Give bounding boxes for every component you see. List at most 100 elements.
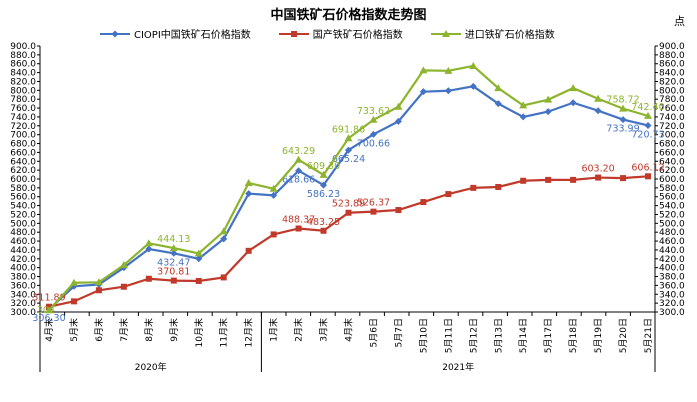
y-tick-label-right: 380.0 (659, 273, 685, 283)
data-point (295, 167, 303, 175)
data-point (519, 101, 528, 109)
y-tick-label-right: 720.0 (659, 122, 685, 132)
y-tick-label-left: 420.0 (10, 255, 36, 265)
y-tick-label-right: 460.0 (659, 237, 685, 247)
data-label: 609.30 (307, 161, 340, 172)
y-tick-label-right: 620.0 (659, 166, 685, 176)
data-label: 483.25 (307, 217, 340, 228)
x-tick-label: 5月10日 (418, 318, 429, 353)
data-point (345, 209, 352, 216)
y-tick-label-right: 560.0 (659, 193, 685, 203)
x-tick-label: 5月6日 (368, 318, 379, 347)
data-point (595, 174, 602, 181)
data-point (69, 278, 78, 286)
data-point (145, 275, 152, 282)
data-point (119, 261, 128, 269)
x-tick-label: 1月末 (268, 318, 280, 342)
data-point (494, 100, 502, 108)
y-tick-label-right: 540.0 (659, 202, 685, 212)
data-point (619, 104, 628, 112)
y-tick-label-left: 560.0 (10, 193, 36, 203)
data-label: 606.12 (631, 162, 664, 173)
legend-item: 进口铁矿石价格指数 (430, 26, 555, 41)
data-point (420, 199, 427, 206)
y-tick-label-right: 840.0 (659, 69, 685, 79)
legend-label: 进口铁矿石价格指数 (464, 30, 555, 41)
y-tick-label-left: 820.0 (10, 77, 36, 87)
y-tick-label-left: 360.0 (10, 281, 36, 291)
data-point (644, 121, 652, 129)
legend-swatch (278, 30, 309, 37)
data-label: 304 (37, 305, 55, 316)
y-tick-label-right: 360.0 (659, 281, 685, 291)
data-label: 733.62 (357, 106, 390, 117)
y-tick-label-right: 860.0 (659, 60, 685, 70)
y-tick-label-right: 320.0 (659, 299, 685, 309)
y-tick-label-right: 440.0 (659, 246, 685, 256)
data-point (295, 225, 302, 232)
data-point (594, 94, 603, 102)
y-tick-label-right: 420.0 (659, 255, 685, 265)
data-point (470, 184, 477, 191)
data-point (145, 245, 153, 253)
x-tick-label: 11月末 (218, 318, 230, 347)
y-tick-label-left: 740.0 (10, 113, 36, 123)
data-label: 432.47 (157, 257, 190, 268)
data-label: 758.72 (606, 95, 639, 106)
data-point (70, 298, 77, 305)
data-label: 586.23 (307, 189, 340, 200)
x-tick-label: 3月末 (318, 318, 330, 342)
y-tick-label-left: 720.0 (10, 122, 36, 132)
x-tick-label: 6月末 (93, 318, 105, 342)
data-point (545, 176, 552, 183)
data-label: 643.29 (282, 146, 315, 157)
legend-swatch (100, 30, 130, 37)
data-label: 691.86 (332, 124, 365, 135)
y-tick-label-right: 340.0 (659, 290, 685, 300)
data-point (494, 84, 503, 92)
data-point (544, 108, 552, 116)
chart-title: 中国铁矿石价格指数走势图 (270, 8, 427, 23)
y-tick-label-right: 500.0 (659, 219, 685, 229)
x-tick-label: 5月12日 (468, 318, 479, 353)
data-point (570, 176, 577, 183)
data-label: 306.30 (32, 313, 65, 324)
data-point (95, 287, 102, 294)
data-point (644, 111, 652, 119)
x-tick-label: 5月20日 (618, 318, 629, 353)
series-line (48, 64, 649, 311)
data-point (170, 249, 178, 257)
data-label: 370.81 (157, 267, 190, 278)
x-tick-label: 5月17日 (543, 318, 554, 353)
y-tick-label-right: 900.0 (659, 42, 685, 52)
data-point (170, 277, 177, 284)
data-label: 444.13 (157, 234, 190, 245)
data-label: 523.89 (332, 199, 365, 210)
data-point (569, 84, 578, 92)
y-tick-label-right: 480.0 (659, 228, 685, 238)
y-tick-label-left: 760.0 (10, 104, 36, 114)
data-point (444, 66, 453, 74)
data-point (120, 283, 127, 290)
data-point (345, 146, 352, 154)
data-point (270, 191, 278, 199)
data-point (394, 102, 403, 110)
legend-swatch (430, 29, 461, 37)
y-tick-label-right: 680.0 (659, 140, 685, 150)
y-tick-label-right: 600.0 (659, 175, 685, 185)
y-tick-label-left: 300.0 (10, 308, 36, 318)
x-tick-label: 5月13日 (493, 318, 504, 353)
x-tick-label: 5月末 (68, 318, 80, 342)
data-point (194, 249, 203, 257)
data-point (544, 95, 553, 103)
data-point (245, 190, 253, 198)
x-tick-label: 12月末 (243, 318, 255, 347)
legend-label: CIOPI中国铁矿石价格指数 (134, 30, 251, 41)
x-tick-label: 4月末 (343, 318, 355, 342)
data-point (319, 170, 328, 178)
year-group-label: 2020年 (135, 361, 167, 373)
data-point (45, 306, 53, 314)
y-tick-label-left: 880.0 (10, 51, 36, 61)
y-tick-label-right: 300.0 (659, 308, 685, 318)
